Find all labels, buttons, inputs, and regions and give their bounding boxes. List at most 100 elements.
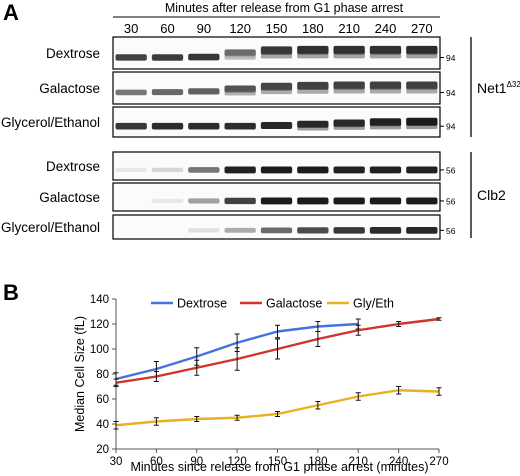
blot-row-label: Galactose	[39, 190, 100, 205]
blot-band	[369, 166, 402, 174]
blot-band	[369, 45, 402, 55]
blot-row-label: Dextrose	[46, 159, 100, 174]
clb2-label: Clb2	[477, 187, 506, 203]
blot-band	[260, 46, 293, 55]
blot-band-smear	[224, 91, 256, 96]
blot-band	[333, 45, 365, 55]
blot-band	[260, 122, 293, 129]
blot-band	[115, 122, 147, 130]
blot-band	[188, 88, 220, 95]
blot-band	[369, 81, 402, 90]
net1-label-name: Net1	[477, 80, 507, 96]
blot-row-label: Galactose	[39, 81, 100, 96]
blot-band-smear	[260, 53, 293, 59]
blot-band	[406, 166, 438, 174]
x-axis-title: Minutes since release from G1 phase arre…	[130, 460, 428, 474]
x-tick-label: 240	[389, 456, 408, 468]
blot-row: Galactose 56	[39, 182, 456, 212]
blot-row-label: Glycerol/Ethanol	[1, 220, 100, 235]
blot-band	[115, 167, 147, 172]
blot-band	[369, 227, 402, 234]
blot-row: Dextrose 94	[46, 36, 456, 70]
blot-band	[333, 197, 365, 205]
blot-band	[297, 45, 329, 55]
blot-band	[224, 122, 256, 130]
blot-band	[151, 89, 184, 96]
blot-band	[333, 227, 365, 234]
blot-band	[333, 119, 365, 128]
blot-band	[224, 49, 256, 57]
blot-band-smear	[297, 53, 329, 59]
blot-band	[406, 197, 438, 205]
net1-label-superscript: Δ328	[507, 80, 520, 89]
blot-row: Glycerol/Ethanol 56	[1, 214, 456, 240]
blot-band	[260, 82, 293, 91]
marker-label: 56	[446, 165, 456, 175]
y-tick-label: 20	[96, 444, 109, 456]
blot-band	[260, 227, 293, 234]
blot-band	[406, 117, 438, 126]
timepoint-label: 30	[124, 21, 138, 36]
blot-band	[260, 197, 293, 205]
blot-frame	[112, 151, 441, 181]
x-tick-label: 90	[190, 456, 203, 468]
blot-band	[188, 53, 220, 61]
timepoint-label: 120	[229, 21, 251, 36]
y-tick-label: 60	[96, 394, 109, 406]
blot-row: Glycerol/Ethanol 94	[1, 106, 456, 138]
blot-band-smear	[369, 88, 402, 94]
blot-band	[151, 122, 184, 130]
timepoint-label: 90	[197, 21, 211, 36]
net1-label: Net1Δ328	[477, 80, 520, 96]
blot-band	[224, 227, 256, 233]
blot-band	[224, 197, 256, 205]
marker-label: 94	[446, 88, 456, 98]
y-tick-label: 120	[90, 319, 109, 331]
blot-band	[188, 198, 220, 204]
timepoint-label: 60	[160, 21, 174, 36]
timepoint-label: 270	[411, 21, 433, 36]
blot-frame	[112, 182, 441, 212]
blot-band	[369, 197, 402, 205]
legend-label: Galactose	[266, 297, 322, 311]
blot-band	[297, 81, 329, 91]
blot-band	[115, 54, 147, 61]
blot-band-smear	[406, 53, 438, 59]
y-tick-label: 40	[96, 419, 109, 431]
cell-size-chart: 20 40 60 80 100 120 140 30 60 90 120 150 180 210 240 27…	[73, 294, 449, 474]
blot-band	[406, 226, 438, 234]
y-axis-title: Median Cell Size (fL)	[73, 316, 87, 432]
blot-band-smear	[369, 125, 402, 130]
blot-band	[188, 167, 220, 173]
marker-label: 94	[446, 53, 456, 63]
blot-band	[406, 45, 438, 55]
blot-band-smear	[297, 89, 329, 94]
series	[113, 386, 442, 430]
blot-band	[297, 227, 329, 234]
blot-band	[297, 166, 329, 174]
timepoint-label: 210	[338, 21, 360, 36]
blot-band-smear	[333, 126, 365, 130]
timepoint-label: 240	[375, 21, 397, 36]
blot-band	[188, 228, 220, 233]
panel-a-letter: A	[3, 0, 19, 25]
marker-label: 56	[446, 226, 456, 236]
blot-frame	[112, 214, 441, 240]
x-tick-label: 120	[228, 456, 247, 468]
blot-band	[115, 89, 147, 96]
blot-band	[224, 85, 256, 93]
timepoint-labels: 30 60 90 120 150 180 210 240 270	[124, 21, 433, 36]
y-tick-label: 80	[96, 369, 109, 381]
timepoint-label: 150	[266, 21, 288, 36]
blot-band	[406, 81, 438, 90]
blot-row-label: Glycerol/Ethanol	[1, 115, 100, 130]
blot-band	[224, 166, 256, 174]
x-tick-label: 180	[308, 456, 327, 468]
y-tick-label: 100	[90, 344, 109, 356]
blot-row-label: Dextrose	[46, 46, 100, 61]
blot-band-smear	[333, 53, 365, 59]
x-tick-label: 210	[349, 456, 368, 468]
blot-band-smear	[406, 124, 438, 130]
blot-band-smear	[333, 88, 365, 94]
